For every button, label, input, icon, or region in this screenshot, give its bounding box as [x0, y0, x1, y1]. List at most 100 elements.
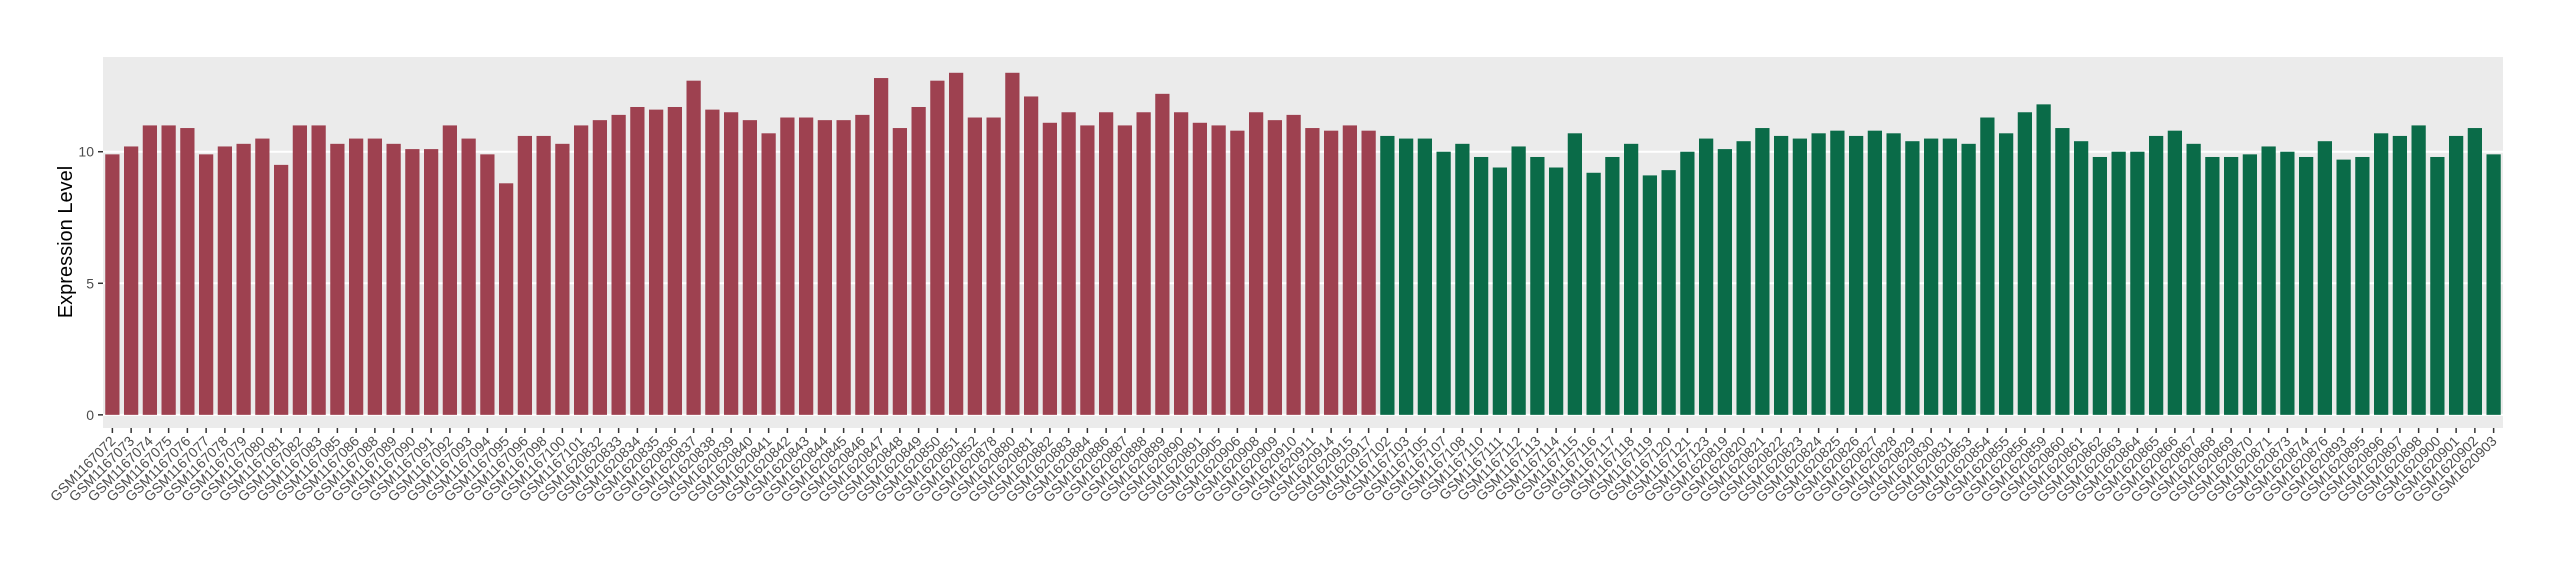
bar: [799, 117, 814, 415]
bar: [2317, 141, 2332, 415]
bar: [836, 120, 851, 415]
bar: [574, 125, 589, 415]
y-tick-label: 10: [78, 144, 94, 160]
bar: [2299, 156, 2314, 415]
bar: [1155, 93, 1170, 415]
bar: [630, 106, 645, 415]
bar: [2149, 135, 2164, 415]
bar: [1361, 130, 1376, 415]
bar: [1324, 130, 1339, 415]
bar: [1192, 122, 1207, 415]
bar: [1642, 175, 1657, 415]
bar: [592, 120, 607, 415]
bar: [2392, 135, 2407, 415]
bar: [2242, 154, 2257, 415]
bar: [2336, 159, 2351, 415]
bar: [424, 149, 439, 415]
bar: [2036, 104, 2051, 415]
bar: [761, 133, 776, 415]
bar: [349, 138, 364, 415]
bar: [1380, 135, 1395, 415]
bar: [442, 125, 457, 415]
bar: [1680, 151, 1695, 415]
bar: [855, 114, 870, 415]
bar: [2074, 141, 2089, 415]
bar: [2280, 151, 2295, 415]
bar: [1042, 122, 1057, 415]
bar: [649, 109, 664, 415]
bar: [1399, 138, 1414, 415]
bar: [1905, 141, 1920, 415]
bar: [686, 80, 701, 415]
bar: [2167, 130, 2182, 415]
bar: [517, 135, 532, 415]
bar: [1080, 125, 1095, 415]
bar: [536, 135, 551, 415]
bar: [161, 125, 176, 415]
bar: [461, 138, 476, 415]
bar: [1211, 125, 1226, 415]
bar: [1942, 138, 1957, 415]
bar: [967, 117, 982, 415]
bar: [1661, 170, 1676, 415]
bar: [1811, 133, 1826, 415]
bar: [2430, 156, 2445, 415]
bar: [874, 78, 889, 415]
bar: [124, 146, 139, 415]
bar: [2224, 156, 2239, 415]
bar: [236, 143, 251, 415]
bar: [1717, 149, 1732, 415]
bar: [1736, 141, 1751, 415]
bar: [2055, 128, 2070, 415]
bar: [1511, 146, 1526, 415]
bar: [1867, 130, 1882, 415]
bar: [1492, 167, 1507, 415]
bar: [892, 128, 907, 415]
bar: [2017, 112, 2032, 415]
bar: [330, 143, 345, 415]
bar: [611, 114, 626, 415]
bar: [1117, 125, 1132, 415]
bar: [1286, 114, 1301, 415]
bar: [1005, 72, 1020, 415]
bar: [2486, 154, 2501, 415]
bar: [1586, 172, 1601, 415]
bar: [1417, 138, 1432, 415]
bar: [274, 164, 289, 415]
bar: [742, 120, 757, 415]
bar: [1174, 112, 1189, 415]
bar: [1230, 130, 1245, 415]
bar: [199, 154, 214, 415]
bar: [480, 154, 495, 415]
bar: [2449, 135, 2464, 415]
bar: [1999, 133, 2014, 415]
bar: [2467, 128, 2482, 415]
bar: [1099, 112, 1114, 415]
bar: [1530, 156, 1545, 415]
bar: [2111, 151, 2126, 415]
bar: [1980, 117, 1995, 415]
bar: [386, 143, 401, 415]
bar: [180, 128, 195, 415]
bar: [2205, 156, 2220, 415]
bar: [2092, 156, 2107, 415]
bar: [1755, 128, 1770, 415]
bar: [1567, 133, 1582, 415]
bar: [2186, 143, 2201, 415]
bar: [724, 112, 739, 415]
bar: [2130, 151, 2145, 415]
y-axis-title: Expression Level: [55, 166, 77, 318]
bar: [367, 138, 382, 415]
bar: [1342, 125, 1357, 415]
bar: [1774, 135, 1789, 415]
bar: [1924, 138, 1939, 415]
bar: [1849, 135, 1864, 415]
bar: [217, 146, 232, 415]
bar: [1886, 133, 1901, 415]
bar: [1436, 151, 1451, 415]
bar: [930, 80, 945, 415]
bar: [817, 120, 832, 415]
bar: [1961, 143, 1976, 415]
bar: [105, 154, 120, 415]
bar: [255, 138, 270, 415]
